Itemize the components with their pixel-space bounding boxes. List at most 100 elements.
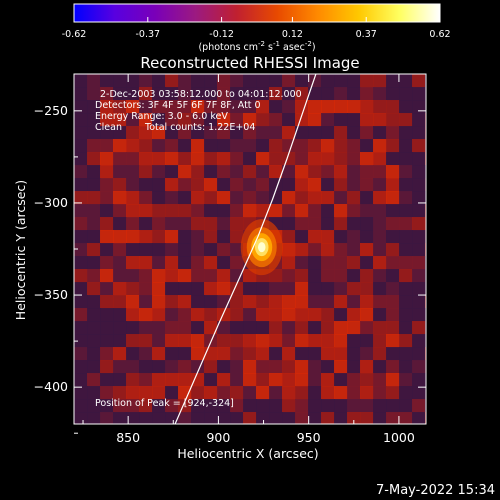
- heatmap-cell: [412, 243, 426, 257]
- heatmap-cell: [269, 308, 283, 322]
- heatmap-cell: [425, 126, 426, 140]
- info-time: 2-Dec-2003 03:58:12.000 to 04:01:12.000: [100, 89, 302, 100]
- heatmap-cell: [347, 191, 361, 205]
- heatmap-cell: [347, 412, 361, 424]
- heatmap-cell: [74, 74, 88, 88]
- heatmap-cell: [321, 243, 335, 257]
- heatmap-cell: [399, 321, 413, 335]
- heatmap-cell: [230, 269, 244, 283]
- heatmap-cell: [87, 295, 101, 309]
- heatmap-cell: [87, 412, 101, 424]
- heatmap-cell: [139, 295, 153, 309]
- heatmap-cell: [152, 217, 166, 231]
- heatmap-cell: [178, 282, 192, 296]
- heatmap-cell: [425, 360, 426, 374]
- heatmap-cell: [425, 308, 426, 322]
- solar-limb-line: [174, 74, 317, 424]
- heatmap-cell: [139, 217, 153, 231]
- heatmap-cell: [308, 412, 322, 424]
- heatmap-cell: [74, 360, 88, 374]
- heatmap-cell: [308, 256, 322, 270]
- heatmap-cell: [308, 243, 322, 257]
- heatmap-cell: [347, 217, 361, 231]
- heatmap-cell: [217, 321, 231, 335]
- heatmap-cell: [178, 243, 192, 257]
- heatmap-cell: [360, 360, 374, 374]
- heatmap-cell: [87, 191, 101, 205]
- heatmap-cell: [100, 412, 114, 424]
- heatmap-cell: [230, 295, 244, 309]
- heatmap-cell: [347, 347, 361, 361]
- heatmap-cell: [139, 308, 153, 322]
- footer-date: 7-May-2022 15:34: [376, 483, 495, 498]
- heatmap-cell: [360, 321, 374, 335]
- heatmap-cell: [386, 308, 400, 322]
- heatmap-cell: [87, 334, 101, 348]
- heatmap-cell: [87, 399, 101, 413]
- heatmap-cell: [321, 87, 335, 101]
- heatmap-cell: [87, 282, 101, 296]
- heatmap-cell: [165, 100, 179, 114]
- heatmap-cell: [412, 282, 426, 296]
- heatmap-cell: [87, 87, 101, 101]
- heatmap-cell: [399, 243, 413, 257]
- heatmap-cell: [295, 399, 309, 413]
- heatmap-cell: [399, 74, 413, 88]
- heatmap-cell: [230, 113, 244, 127]
- heatmap-cell: [321, 100, 335, 114]
- heatmap-cell: [360, 295, 374, 309]
- heatmap-cell: [139, 412, 153, 424]
- heatmap-cell: [178, 139, 192, 153]
- heatmap-cell: [113, 282, 127, 296]
- heatmap-cell: [87, 217, 101, 231]
- heatmap-cell: [191, 295, 205, 309]
- heatmap-cell: [334, 113, 348, 127]
- heatmap-cell: [139, 321, 153, 335]
- heatmap-cell: [308, 165, 322, 179]
- heatmap-cell: [282, 191, 296, 205]
- heatmap-cell: [191, 152, 205, 166]
- heatmap-cell: [360, 152, 374, 166]
- heatmap-cell: [412, 87, 426, 101]
- heatmap-cell: [269, 360, 283, 374]
- heatmap-cell: [347, 256, 361, 270]
- heatmap-cell: [282, 74, 296, 88]
- heatmap-cell: [230, 152, 244, 166]
- heatmap-cell: [178, 347, 192, 361]
- info-detectors: Detectors: 3F 4F 5F 6F 7F 8F, Att 0: [95, 100, 261, 111]
- heatmap-cell: [152, 165, 166, 179]
- heatmap-cell: [243, 347, 257, 361]
- heatmap-cell: [256, 334, 270, 348]
- heatmap-cell: [321, 230, 335, 244]
- heatmap-cell: [217, 178, 231, 192]
- heatmap-cell: [321, 178, 335, 192]
- heatmap-cell: [139, 100, 153, 114]
- heatmap-cell: [321, 282, 335, 296]
- heatmap-cell: [178, 295, 192, 309]
- heatmap-cell: [204, 412, 218, 424]
- heatmap-cell: [152, 139, 166, 153]
- heatmap-cell: [100, 152, 114, 166]
- heatmap-cell: [386, 139, 400, 153]
- heatmap-cell: [165, 74, 179, 88]
- heatmap-cell: [269, 334, 283, 348]
- heatmap-cell: [217, 282, 231, 296]
- heatmap-cell: [204, 386, 218, 400]
- heatmap-cell: [191, 191, 205, 205]
- heatmap-cell: [100, 74, 114, 88]
- heatmap-cell: [165, 321, 179, 335]
- heatmap-cell: [74, 347, 88, 361]
- heatmap-cell: [87, 165, 101, 179]
- heatmap-cell: [347, 178, 361, 192]
- heatmap-cell: [295, 295, 309, 309]
- heatmap-cell: [191, 178, 205, 192]
- heatmap-cell: [308, 113, 322, 127]
- heatmap-cell: [139, 204, 153, 218]
- heatmap-cell: [191, 139, 205, 153]
- heatmap-cell: [126, 230, 140, 244]
- heatmap-cell: [412, 347, 426, 361]
- heatmap-cell: [373, 165, 387, 179]
- heatmap-cell: [217, 217, 231, 231]
- heatmap-cell: [295, 269, 309, 283]
- heatmap-cell: [178, 204, 192, 218]
